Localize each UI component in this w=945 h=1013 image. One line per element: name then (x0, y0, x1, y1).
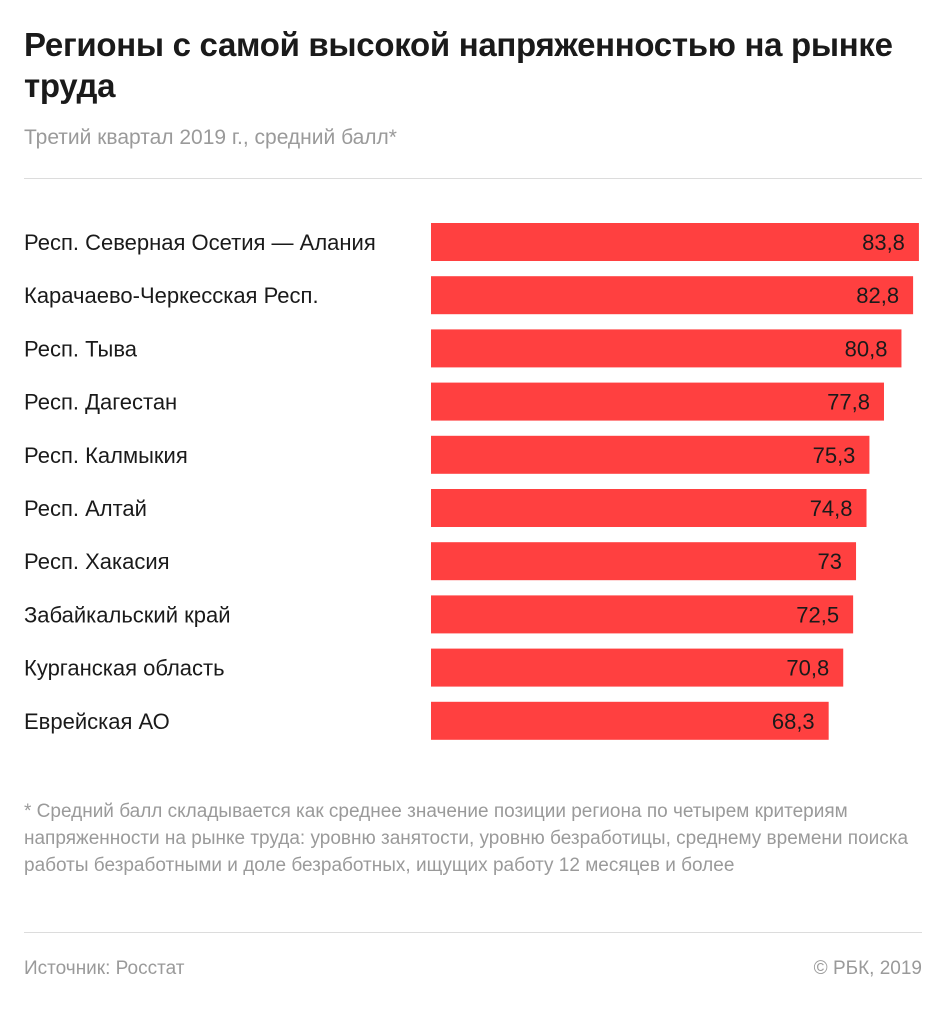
category-label: Респ. Тыва (24, 336, 138, 361)
bar-row: Респ. Дагестан 77,8 (24, 382, 884, 421)
copyright: © РБК, 2019 (813, 958, 922, 979)
bottom-divider (24, 932, 922, 933)
bar-chart: Респ. Северная Осетия — Алания 83,8 Карача… (24, 223, 919, 740)
bar (431, 329, 902, 368)
bar-row: Респ. Калмыкия 75,3 (24, 435, 870, 474)
bar (431, 382, 884, 421)
bar-row: Карачаево-Черкесская Респ. 82,8 (24, 276, 914, 315)
category-label: Забайкальский край (24, 602, 231, 627)
bar-row: Еврейская АО 68,3 (24, 701, 829, 740)
source-note: Источник: Росстат (24, 958, 185, 979)
category-label: Карачаево-Черкесская Респ. (24, 283, 319, 308)
category-label: Респ. Дагестан (24, 390, 177, 415)
category-label: Курганская область (24, 656, 225, 681)
bar-row: Курганская область 70,8 (24, 648, 844, 687)
category-label: Респ. Хакасия (24, 549, 170, 574)
value-label: 74,8 (810, 496, 853, 521)
bar (431, 595, 854, 634)
value-label: 73 (818, 549, 842, 574)
bar-row: Забайкальский край 72,5 (24, 595, 854, 634)
value-label: 70,8 (786, 656, 829, 681)
bar (431, 435, 870, 474)
bar (431, 489, 867, 527)
chart-subtitle: Третий квартал 2019 г., средний балл* (24, 126, 397, 149)
bar-row: Респ. Алтай 74,8 (24, 489, 867, 527)
value-label: 77,8 (827, 390, 870, 415)
bar (431, 276, 914, 315)
value-label: 82,8 (856, 283, 899, 308)
value-label: 72,5 (796, 602, 839, 627)
value-label: 75,3 (813, 443, 856, 468)
category-label: Респ. Северная Осетия — Алания (24, 230, 376, 255)
bar (431, 701, 829, 740)
category-label: Респ. Калмыкия (24, 443, 188, 468)
value-label: 68,3 (772, 709, 815, 734)
top-divider (24, 178, 922, 179)
value-label: 83,8 (862, 230, 905, 255)
category-label: Еврейская АО (24, 709, 170, 734)
bar (431, 223, 919, 261)
bar-row: Респ. Северная Осетия — Алания 83,8 (24, 223, 919, 261)
value-label: 80,8 (845, 336, 888, 361)
category-label: Респ. Алтай (24, 496, 147, 521)
bar-row: Респ. Тыва 80,8 (24, 329, 902, 368)
footnote: * Средний балл складывается как среднее … (24, 801, 909, 876)
bar (431, 542, 857, 581)
bar-row: Респ. Хакасия 73 (24, 542, 857, 581)
chart-title: Регионы с самой высокой напряженностью н… (24, 26, 893, 104)
bar (431, 648, 844, 687)
